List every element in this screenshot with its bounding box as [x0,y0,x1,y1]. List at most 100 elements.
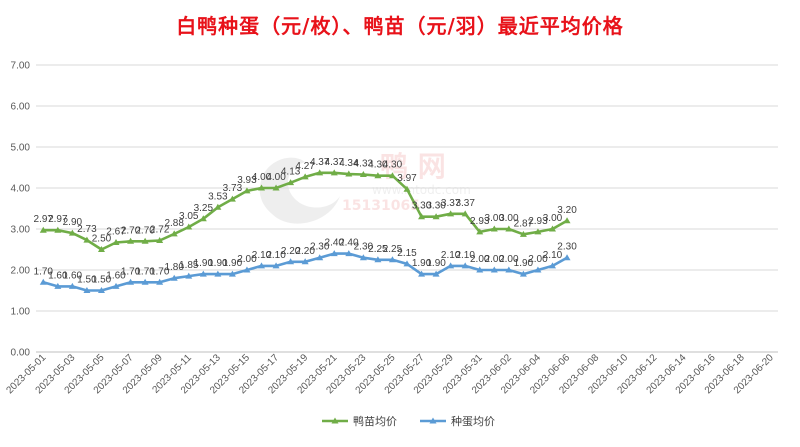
data-point [359,170,367,177]
data-point [272,184,280,191]
data-point [68,229,76,236]
data-point [418,213,426,220]
data-label: 3.37 [441,198,461,209]
data-label: 2.30 [310,242,330,253]
data-label: 2.67 [106,227,126,238]
data-point [374,256,382,263]
data-label: 4.37 [310,157,330,168]
data-point [490,266,498,273]
data-label: 2.25 [368,244,388,255]
data-point [432,213,440,220]
data-label: 2.93 [470,216,490,227]
watermark-phone: 15131065 [342,198,420,214]
data-label: 2.40 [325,238,345,249]
data-point [272,262,280,269]
data-point [214,270,222,277]
gridlines [36,64,778,353]
data-point [563,217,571,224]
y-axis: 0.00 1.00 2.00 3.00 4.00 5.00 6.00 7.00 [11,61,31,359]
data-point [403,260,411,267]
data-point [432,270,440,277]
data-point [199,270,207,277]
chart-title: 白鸭种蛋（元/枚）、鸭苗（元/羽）最近平均价格 [176,14,624,38]
data-label: 2.10 [252,250,272,261]
data-point [418,270,426,277]
data-point [287,258,295,265]
data-point [170,230,178,237]
data-label: 2.50 [92,234,112,245]
data-point [301,258,309,265]
data-point [548,225,556,232]
data-label: 4.13 [281,167,301,178]
data-label: 1.60 [48,270,68,281]
legend-label: 鸭苗均价 [353,415,397,428]
data-label: 1.60 [106,270,126,281]
data-point [112,282,120,289]
data-label: 4.30 [368,160,388,171]
y-tick-label: 7.00 [11,61,31,72]
data-point [112,239,120,246]
data-point [345,170,353,177]
y-tick-label: 5.00 [11,143,31,154]
data-label: 2.93 [528,216,548,227]
legend-marker [429,417,437,424]
data-label: 2.40 [339,238,359,249]
data-label: 4.00 [252,172,272,183]
data-point [243,187,251,194]
data-point [403,185,411,192]
data-label: 2.10 [441,250,461,261]
data-point [461,210,469,217]
data-label: 2.97 [48,214,68,225]
data-label: 1.90 [426,258,446,269]
data-label: 2.70 [135,225,155,236]
data-point [519,270,527,277]
legend-label: 种蛋均价 [451,414,495,428]
data-label: 4.00 [266,172,286,183]
data-point [199,215,207,222]
data-point [534,228,542,235]
data-point [97,246,105,252]
data-point [374,172,382,179]
data-label: 2.73 [77,224,97,235]
data-label: 2.97 [34,214,54,225]
data-label: 2.20 [281,246,301,257]
data-label: 3.93 [237,175,257,186]
data-label: 4.27 [295,161,315,172]
data-point [258,184,266,191]
data-label: 2.87 [514,218,534,229]
data-label: 2.10 [266,250,286,261]
y-tick-label: 3.00 [11,225,31,236]
data-point [519,230,527,237]
data-label: 3.97 [397,173,417,184]
data-label: 4.34 [339,158,359,169]
data-label: 1.90 [194,258,214,269]
data-point [287,179,295,186]
data-label: 2.10 [543,250,563,261]
data-label: 1.50 [77,275,97,286]
data-label: 2.00 [485,254,505,265]
data-point [214,203,222,210]
data-label: 3.30 [412,201,432,212]
data-point [534,266,542,273]
data-label: 2.90 [63,217,83,228]
data-label: 1.70 [34,266,54,277]
data-label: 1.50 [92,275,112,286]
data-labels: 2.972.972.902.732.502.672.702.702.722.88… [34,157,578,286]
x-axis: 2023-05-012023-05-032023-05-052023-05-07… [4,352,776,396]
data-point [447,262,455,269]
data-label: 3.05 [179,211,199,222]
data-label: 2.10 [455,250,475,261]
data-label: 4.37 [325,157,345,168]
data-point [548,262,556,269]
y-tick-label: 1.00 [11,307,31,318]
data-point [185,223,193,230]
data-point [505,266,513,273]
series-layer [39,169,571,293]
data-label: 2.00 [499,254,519,265]
data-point [170,274,178,281]
data-point [447,210,455,217]
data-label: 2.25 [383,244,403,255]
data-label: 1.70 [135,266,155,277]
data-label: 3.00 [543,213,563,224]
